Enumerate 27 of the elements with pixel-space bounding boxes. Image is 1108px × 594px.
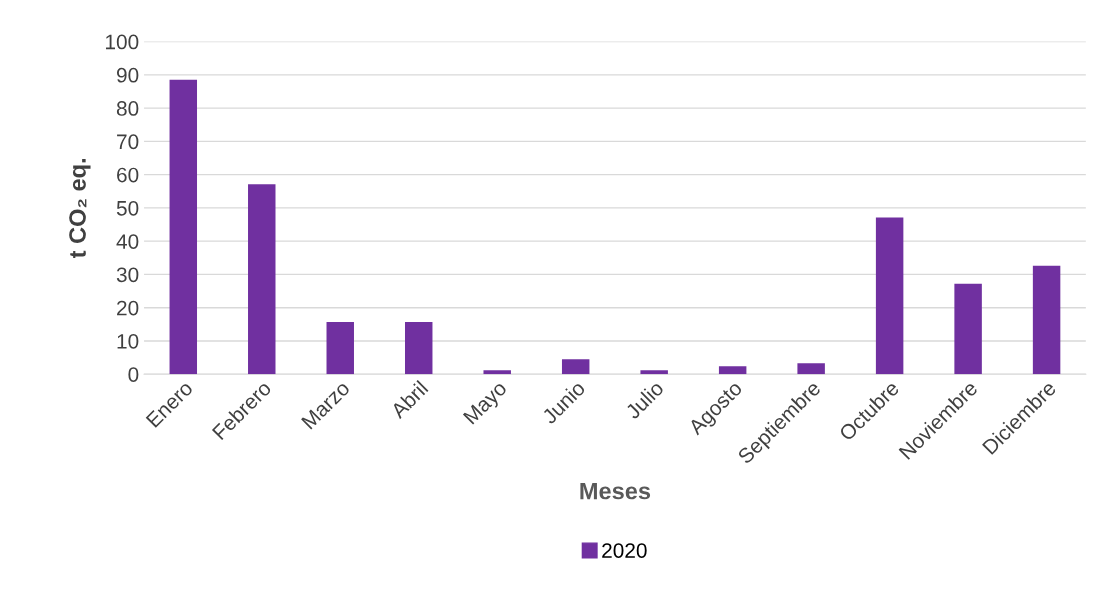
y-tick-label: 30 bbox=[116, 267, 139, 283]
bar bbox=[326, 322, 354, 375]
x-axis-title: Meses bbox=[580, 482, 651, 500]
bar bbox=[640, 370, 668, 375]
bar bbox=[1032, 265, 1061, 375]
y-tick-label: 90 bbox=[116, 67, 139, 83]
bar bbox=[875, 217, 904, 375]
y-tick-label: 60 bbox=[117, 167, 139, 183]
y-tick-label: 20 bbox=[117, 300, 139, 316]
y-tick-label: 80 bbox=[116, 101, 139, 116]
bar bbox=[561, 359, 590, 375]
y-axis-title: t CO₂ eq. bbox=[69, 159, 91, 259]
y-tick-label: 10 bbox=[117, 333, 139, 349]
y-tick-label: 100 bbox=[106, 34, 139, 50]
bar bbox=[483, 370, 511, 375]
y-tick-label: 50 bbox=[116, 200, 139, 216]
bar bbox=[954, 283, 982, 375]
y-tick-label: 70 bbox=[117, 134, 139, 150]
bar bbox=[169, 79, 198, 375]
bar bbox=[248, 184, 276, 375]
x-tick-label: Julio bbox=[624, 379, 665, 420]
bar bbox=[797, 363, 825, 375]
y-tick-label: 0 bbox=[128, 367, 139, 382]
bar bbox=[718, 366, 747, 375]
y-tick-label: 40 bbox=[116, 234, 139, 249]
bar bbox=[405, 322, 433, 375]
legend-label: 2020 bbox=[602, 543, 647, 558]
